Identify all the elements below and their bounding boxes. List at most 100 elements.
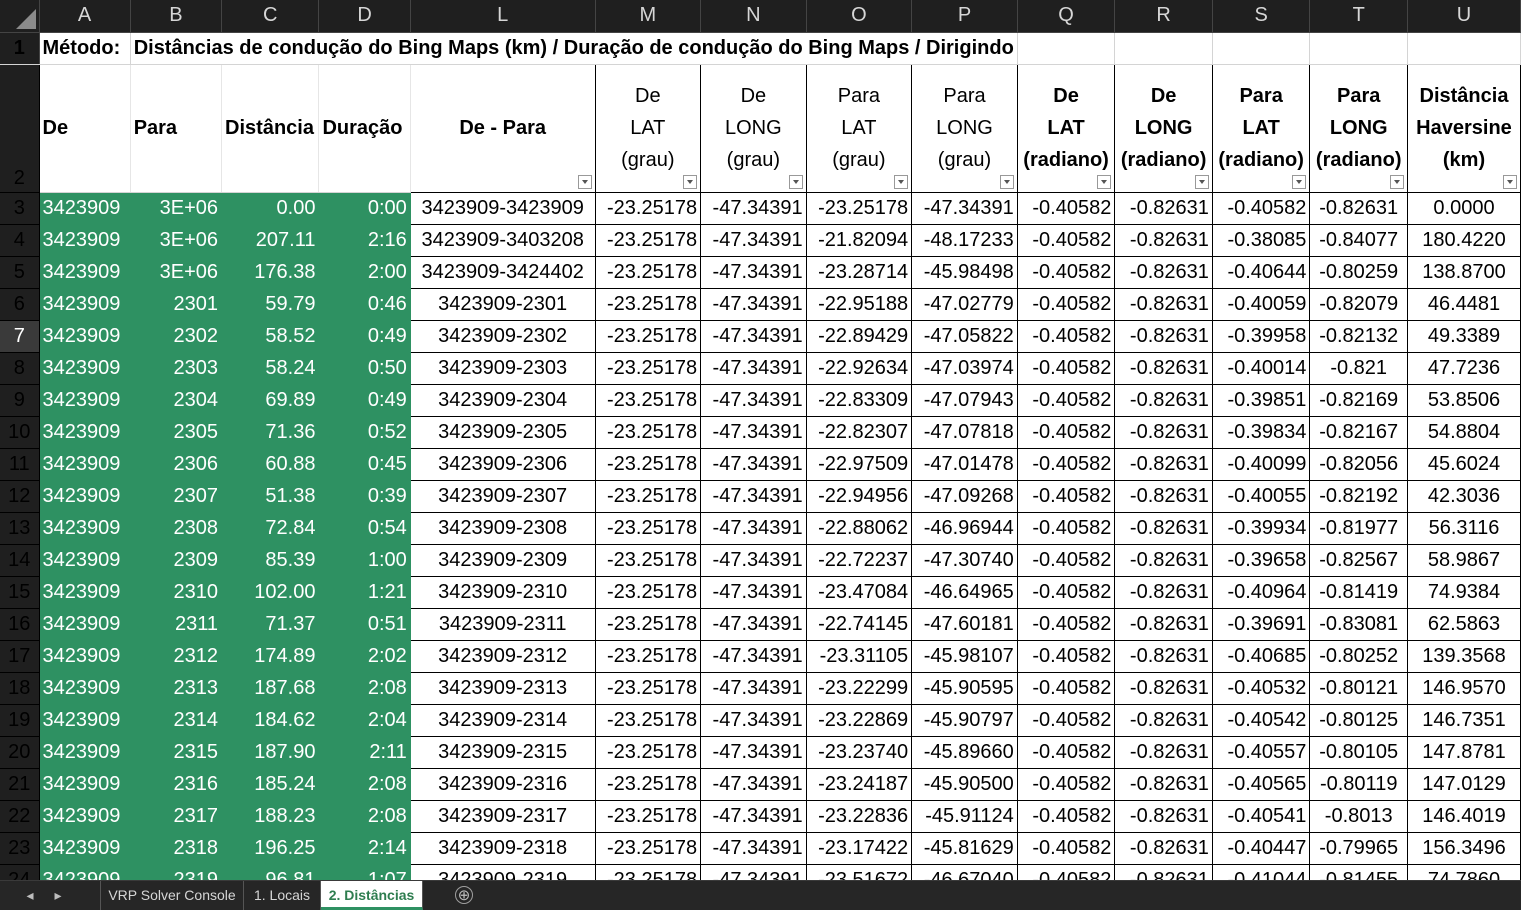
table-cell[interactable]: 3423909-2302 bbox=[410, 320, 596, 353]
column-header-m[interactable]: M bbox=[595, 0, 702, 33]
table-cell[interactable]: 2305 bbox=[130, 416, 223, 449]
table-cell[interactable]: 71.36 bbox=[221, 416, 320, 449]
table-cell[interactable]: -45.90500 bbox=[911, 768, 1018, 801]
table-cell[interactable]: 0:49 bbox=[318, 320, 411, 353]
table-cell[interactable]: -47.07943 bbox=[911, 384, 1018, 417]
table-cell[interactable]: -23.25178 bbox=[595, 864, 702, 880]
table-cell[interactable]: 3423909 bbox=[39, 320, 131, 353]
table-cell[interactable]: -0.82631 bbox=[1114, 384, 1213, 417]
filter-dropdown-icon[interactable] bbox=[788, 174, 803, 189]
table-cell[interactable]: 2310 bbox=[130, 576, 223, 609]
table-cell[interactable]: 58.52 bbox=[221, 320, 320, 353]
table-cell[interactable]: -23.25178 bbox=[595, 384, 702, 417]
table-cell[interactable]: 3423909 bbox=[39, 384, 131, 417]
method-value-cell[interactable]: Distâncias de condução do Bing Maps (km)… bbox=[130, 32, 1018, 65]
table-cell[interactable]: -0.40582 bbox=[1017, 608, 1116, 641]
table-cell[interactable]: 0.0000 bbox=[1407, 192, 1521, 225]
table-cell[interactable]: -23.47084 bbox=[806, 576, 913, 609]
table-cell[interactable]: -0.80121 bbox=[1309, 672, 1408, 705]
table-cell[interactable]: 3423909-2307 bbox=[410, 480, 596, 513]
table-cell[interactable]: -0.81977 bbox=[1309, 512, 1408, 545]
table-cell[interactable]: 3E+06 bbox=[130, 256, 223, 289]
scroll-tabs-right-icon[interactable]: ▸ bbox=[54, 887, 62, 903]
table-cell[interactable]: -0.82631 bbox=[1114, 416, 1213, 449]
table-cell[interactable]: -0.83081 bbox=[1309, 608, 1408, 641]
table-cell[interactable]: 3423909-2304 bbox=[410, 384, 596, 417]
table-cell[interactable]: -0.39834 bbox=[1212, 416, 1311, 449]
table-cell[interactable]: 146.7351 bbox=[1407, 704, 1521, 737]
column-header-s[interactable]: S bbox=[1212, 0, 1311, 33]
table-cell[interactable]: 2312 bbox=[130, 640, 223, 673]
filter-dropdown-icon[interactable] bbox=[999, 174, 1014, 189]
table-cell[interactable]: -0.82631 bbox=[1114, 256, 1213, 289]
table-cell[interactable]: -0.40582 bbox=[1017, 320, 1116, 353]
table-cell[interactable]: -23.23740 bbox=[806, 736, 913, 769]
table-cell[interactable]: 1:00 bbox=[318, 544, 411, 577]
table-cell[interactable]: -0.40582 bbox=[1017, 192, 1116, 225]
table-cell[interactable]: 47.7236 bbox=[1407, 352, 1521, 385]
table-cell[interactable]: -23.25178 bbox=[595, 640, 702, 673]
table-cell[interactable]: -0.82631 bbox=[1114, 352, 1213, 385]
table-cell[interactable]: -0.40557 bbox=[1212, 736, 1311, 769]
table-cell[interactable]: -0.82631 bbox=[1114, 224, 1213, 257]
table-cell[interactable]: 2315 bbox=[130, 736, 223, 769]
table-cell[interactable]: -0.821 bbox=[1309, 352, 1408, 385]
row-header[interactable]: 24 bbox=[0, 864, 40, 880]
table-cell[interactable]: 2302 bbox=[130, 320, 223, 353]
table-cell[interactable]: 156.3496 bbox=[1407, 832, 1521, 865]
row-header[interactable]: 14 bbox=[0, 544, 40, 577]
table-cell[interactable]: 139.3568 bbox=[1407, 640, 1521, 673]
table-cell[interactable]: 2:08 bbox=[318, 800, 411, 833]
table-cell[interactable]: -45.91124 bbox=[911, 800, 1018, 833]
table-cell[interactable]: 2308 bbox=[130, 512, 223, 545]
table-cell[interactable]: 58.9867 bbox=[1407, 544, 1521, 577]
table-cell[interactable]: 60.88 bbox=[221, 448, 320, 481]
table-cell[interactable]: -0.40582 bbox=[1017, 256, 1116, 289]
table-cell[interactable]: -47.34391 bbox=[700, 512, 807, 545]
table-cell[interactable]: 185.24 bbox=[221, 768, 320, 801]
empty-cell[interactable] bbox=[1017, 32, 1116, 65]
table-cell[interactable]: -23.25178 bbox=[595, 416, 702, 449]
table-cell[interactable]: -47.34391 bbox=[700, 224, 807, 257]
table-cell[interactable]: 3423909 bbox=[39, 224, 131, 257]
empty-cell[interactable] bbox=[1407, 32, 1521, 65]
table-cell[interactable]: 56.3116 bbox=[1407, 512, 1521, 545]
table-cell[interactable]: 3423909 bbox=[39, 192, 131, 225]
table-cell[interactable]: -22.74145 bbox=[806, 608, 913, 641]
table-cell[interactable]: -23.25178 bbox=[595, 704, 702, 737]
row-header[interactable]: 2 bbox=[0, 64, 40, 193]
table-cell[interactable]: 0:51 bbox=[318, 608, 411, 641]
table-cell[interactable]: -47.09268 bbox=[911, 480, 1018, 513]
table-cell[interactable]: -23.25178 bbox=[595, 512, 702, 545]
table-cell[interactable]: -0.82631 bbox=[1114, 608, 1213, 641]
table-cell[interactable]: 3423909 bbox=[39, 672, 131, 705]
table-cell[interactable]: 2309 bbox=[130, 544, 223, 577]
table-cell[interactable]: -0.80119 bbox=[1309, 768, 1408, 801]
table-cell[interactable]: 2:08 bbox=[318, 672, 411, 705]
table-cell[interactable]: 3423909 bbox=[39, 480, 131, 513]
table-cell[interactable]: 3423909-2313 bbox=[410, 672, 596, 705]
table-cell[interactable]: 2314 bbox=[130, 704, 223, 737]
table-cell[interactable]: 3423909 bbox=[39, 352, 131, 385]
table-cell[interactable]: 138.8700 bbox=[1407, 256, 1521, 289]
table-cell[interactable]: -0.82631 bbox=[1114, 800, 1213, 833]
table-cell[interactable]: 0:45 bbox=[318, 448, 411, 481]
table-cell[interactable]: 3423909 bbox=[39, 768, 131, 801]
table-cell[interactable]: -47.34391 bbox=[700, 768, 807, 801]
table-cell[interactable]: -23.25178 bbox=[595, 288, 702, 321]
table-cell[interactable]: 2313 bbox=[130, 672, 223, 705]
table-cell[interactable]: 3423909-3424402 bbox=[410, 256, 596, 289]
table-cell[interactable]: 69.89 bbox=[221, 384, 320, 417]
table-cell[interactable]: -23.25178 bbox=[595, 352, 702, 385]
table-cell[interactable]: 0:00 bbox=[318, 192, 411, 225]
table-cell[interactable]: -0.82192 bbox=[1309, 480, 1408, 513]
table-cell[interactable]: -47.34391 bbox=[700, 448, 807, 481]
table-cell[interactable]: 53.8506 bbox=[1407, 384, 1521, 417]
field-header-cell[interactable]: Para LONG (grau) bbox=[911, 64, 1018, 193]
table-cell[interactable]: -0.82631 bbox=[1114, 672, 1213, 705]
table-cell[interactable]: -22.95188 bbox=[806, 288, 913, 321]
table-cell[interactable]: -0.40582 bbox=[1017, 800, 1116, 833]
table-cell[interactable]: 3423909-2310 bbox=[410, 576, 596, 609]
table-cell[interactable]: -0.82631 bbox=[1114, 736, 1213, 769]
table-cell[interactable]: -0.40582 bbox=[1017, 224, 1116, 257]
